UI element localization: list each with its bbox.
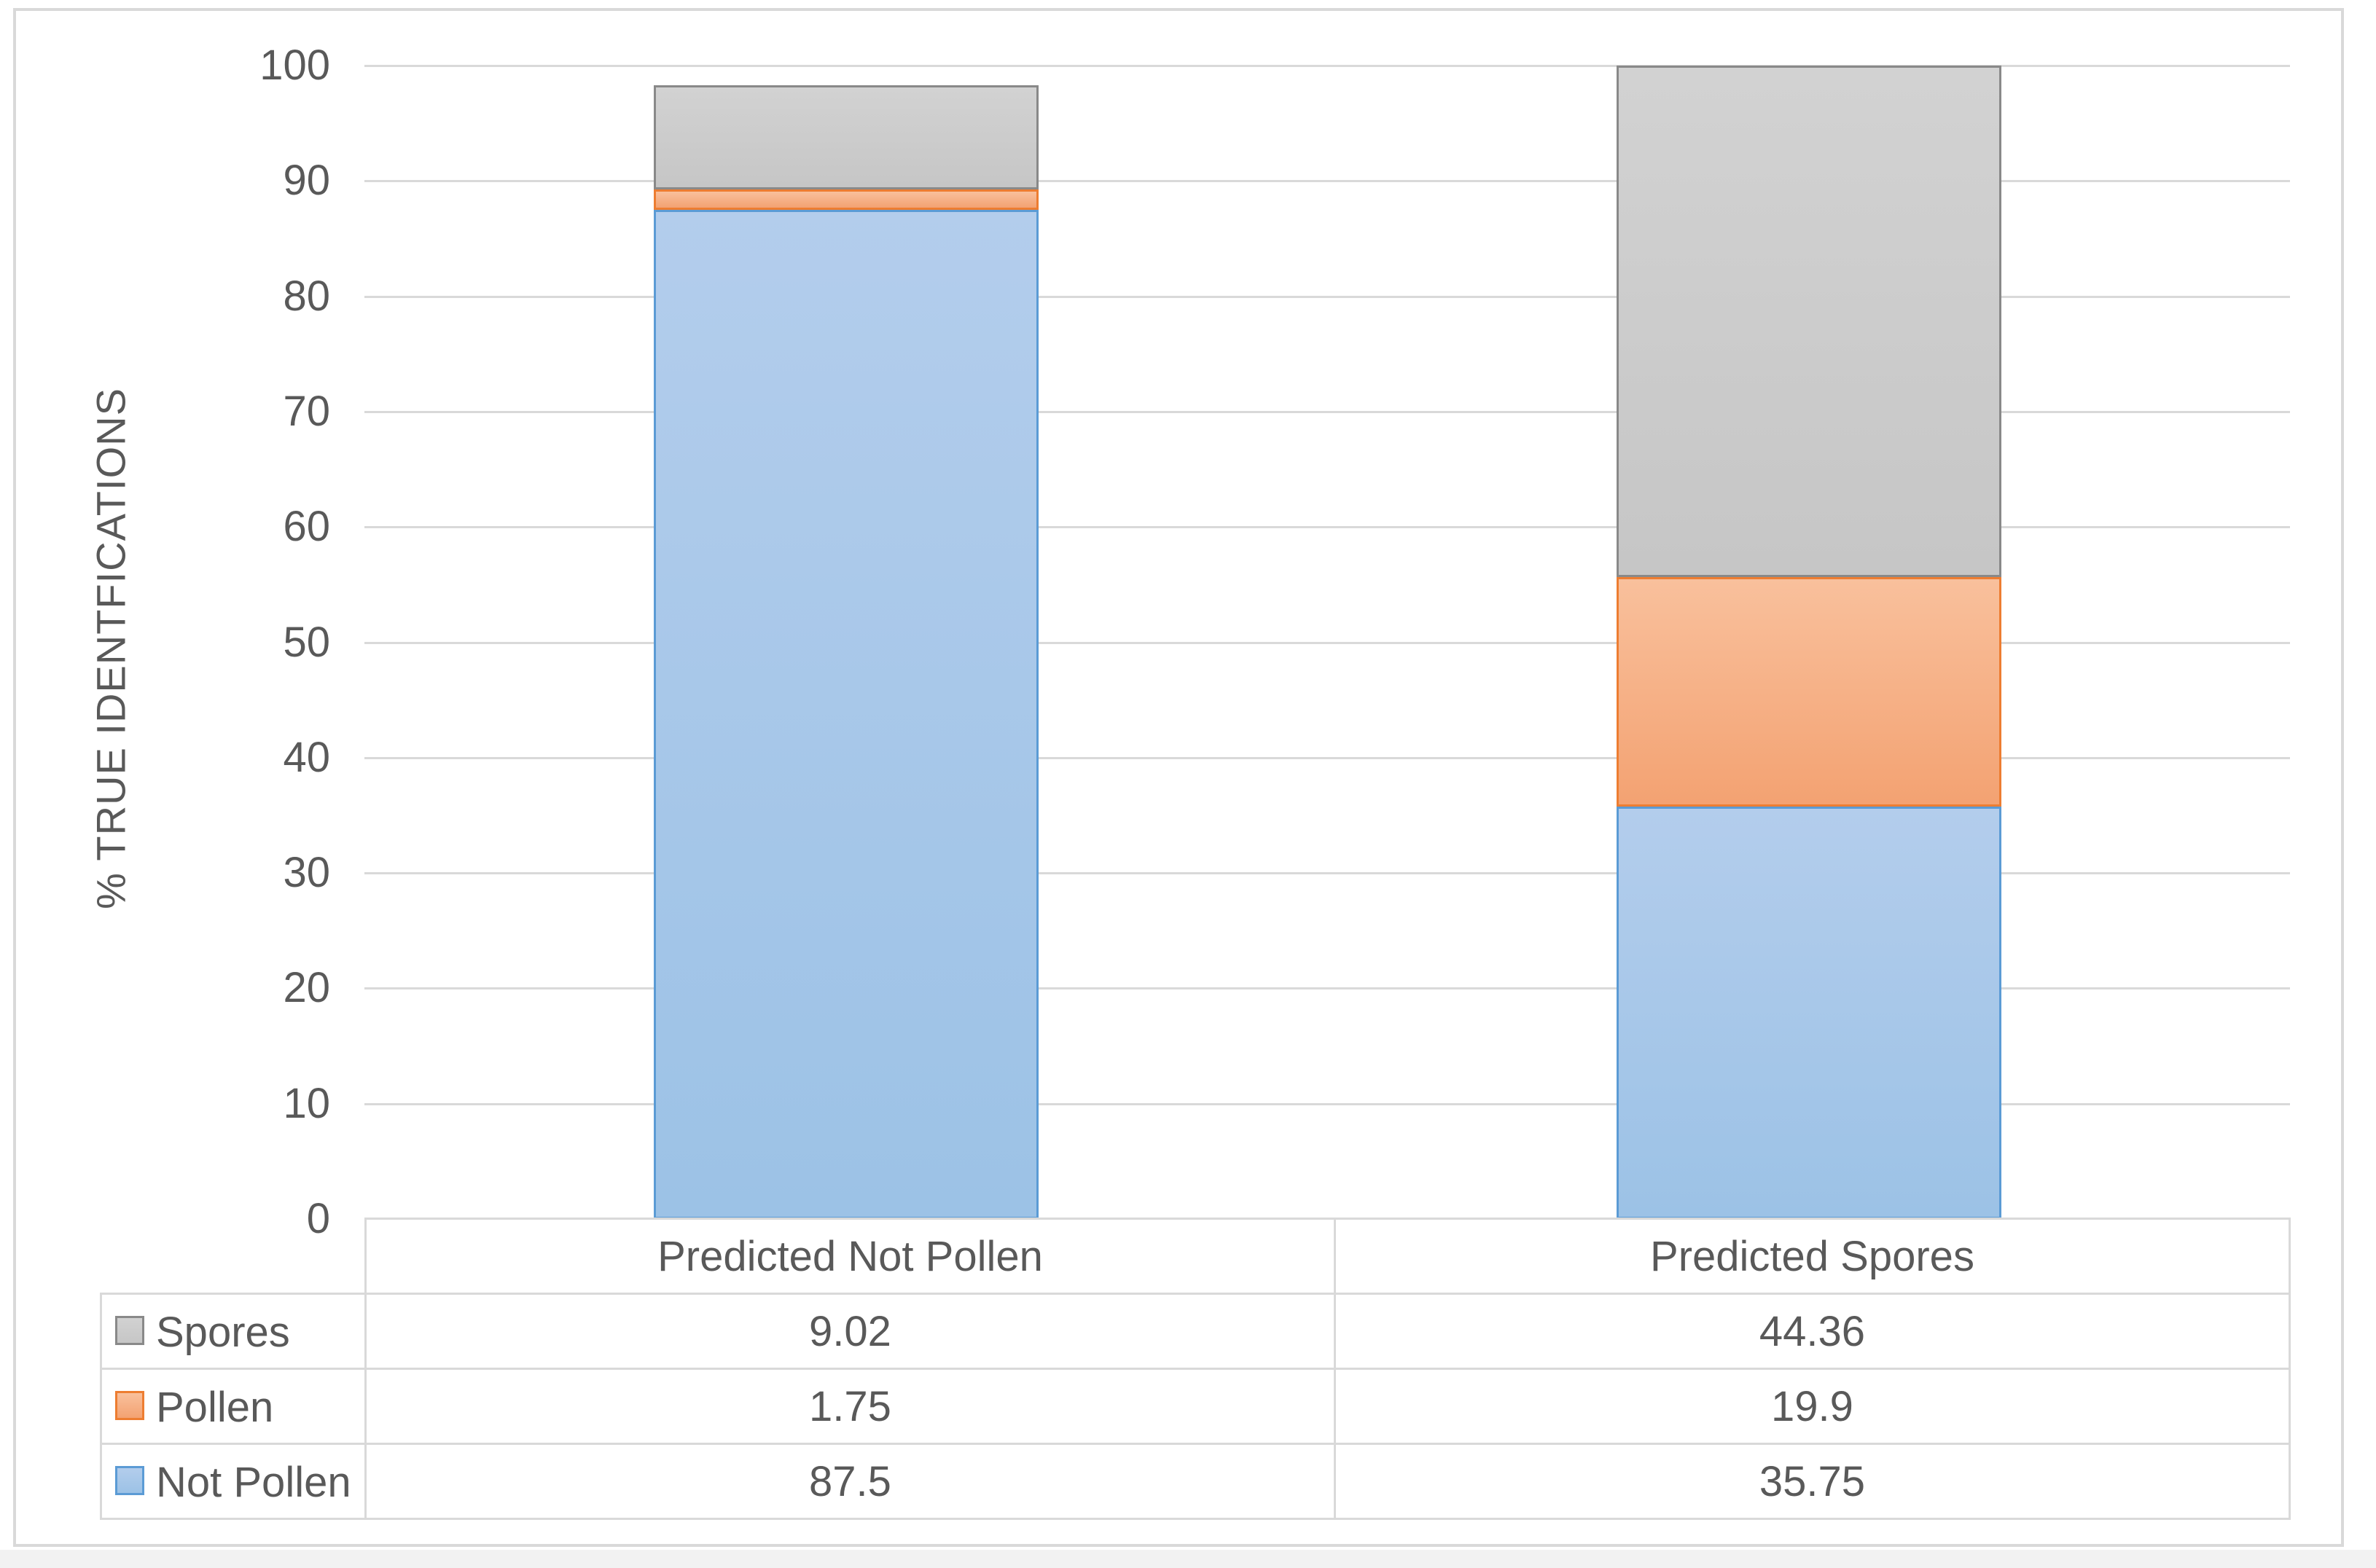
- value-cell-not-pollen-predicted-not-pollen: 87.5: [364, 1443, 1336, 1520]
- category-header-predicted-spores: Predicted Spores: [1334, 1218, 2291, 1295]
- bar-segment-not-pollen-predicted-spores: [1616, 807, 2001, 1219]
- gridline-20: [364, 987, 2290, 990]
- y-tick-label-10: 10: [283, 1079, 330, 1127]
- gridline-10: [364, 1102, 2290, 1105]
- legend-label-not-pollen: Not Pollen: [156, 1459, 351, 1507]
- category-header-predicted-not-pollen: Predicted Not Pollen: [364, 1218, 1336, 1295]
- bar-segment-not-pollen-predicted-not-pollen: [653, 209, 1039, 1219]
- bar-segment-spores-predicted-not-pollen: [653, 85, 1039, 190]
- gridline-100: [364, 65, 2290, 67]
- table-row-spores: Spores 9.02 44.36: [100, 1293, 2291, 1370]
- gridline-70: [364, 410, 2290, 413]
- value-cell-spores-predicted-spores: 44.36: [1334, 1293, 2291, 1370]
- worksheet-background-strip: [0, 1550, 2376, 1568]
- legend-label-spores: Spores: [156, 1309, 290, 1357]
- legend-key-not-pollen-icon: [115, 1466, 144, 1496]
- legend-cell-spores: Spores: [100, 1293, 367, 1370]
- table-corner-cell: [101, 1218, 367, 1295]
- table-header-row: Predicted Not Pollen Predicted Spores: [101, 1218, 2291, 1295]
- gridline-90: [364, 180, 2290, 183]
- y-tick-label-40: 40: [283, 733, 330, 781]
- legend-key-pollen-icon: [115, 1391, 144, 1421]
- y-tick-label-20: 20: [283, 964, 330, 1012]
- table-row-not-pollen: Not Pollen 87.5 35.75: [100, 1443, 2291, 1520]
- gridline-50: [364, 641, 2290, 644]
- table-row-pollen: Pollen 1.75 19.9: [100, 1368, 2291, 1445]
- bar-segment-pollen-predicted-not-pollen: [653, 189, 1039, 210]
- legend-cell-pollen: Pollen: [100, 1368, 367, 1445]
- y-tick-label-30: 30: [283, 849, 330, 897]
- value-cell-pollen-predicted-spores: 19.9: [1334, 1368, 2291, 1445]
- legend-label-pollen: Pollen: [156, 1384, 274, 1432]
- legend-cell-not-pollen: Not Pollen: [100, 1443, 367, 1520]
- y-tick-label-60: 60: [283, 503, 330, 551]
- value-cell-pollen-predicted-not-pollen: 1.75: [364, 1368, 1336, 1445]
- y-tick-label-90: 90: [283, 157, 330, 205]
- gridline-40: [364, 756, 2290, 759]
- bar-segment-pollen-predicted-spores: [1616, 577, 2001, 807]
- y-tick-label-50: 50: [283, 618, 330, 666]
- y-axis-title: % TRUE IDENTFICATIONS: [87, 388, 134, 909]
- value-cell-spores-predicted-not-pollen: 9.02: [364, 1293, 1336, 1370]
- chart-data-table: Predicted Not Pollen Predicted Spores Spor…: [100, 1218, 2291, 1520]
- gridline-30: [364, 872, 2290, 875]
- y-tick-label-80: 80: [283, 272, 330, 320]
- y-tick-label-100: 100: [259, 42, 330, 89]
- legend-key-spores-icon: [115, 1316, 144, 1346]
- bar-segment-spores-predicted-spores: [1616, 65, 2001, 578]
- value-cell-not-pollen-predicted-spores: 35.75: [1334, 1443, 2291, 1520]
- y-tick-label-70: 70: [283, 387, 330, 435]
- gridline-60: [364, 526, 2290, 529]
- gridline-80: [364, 295, 2290, 298]
